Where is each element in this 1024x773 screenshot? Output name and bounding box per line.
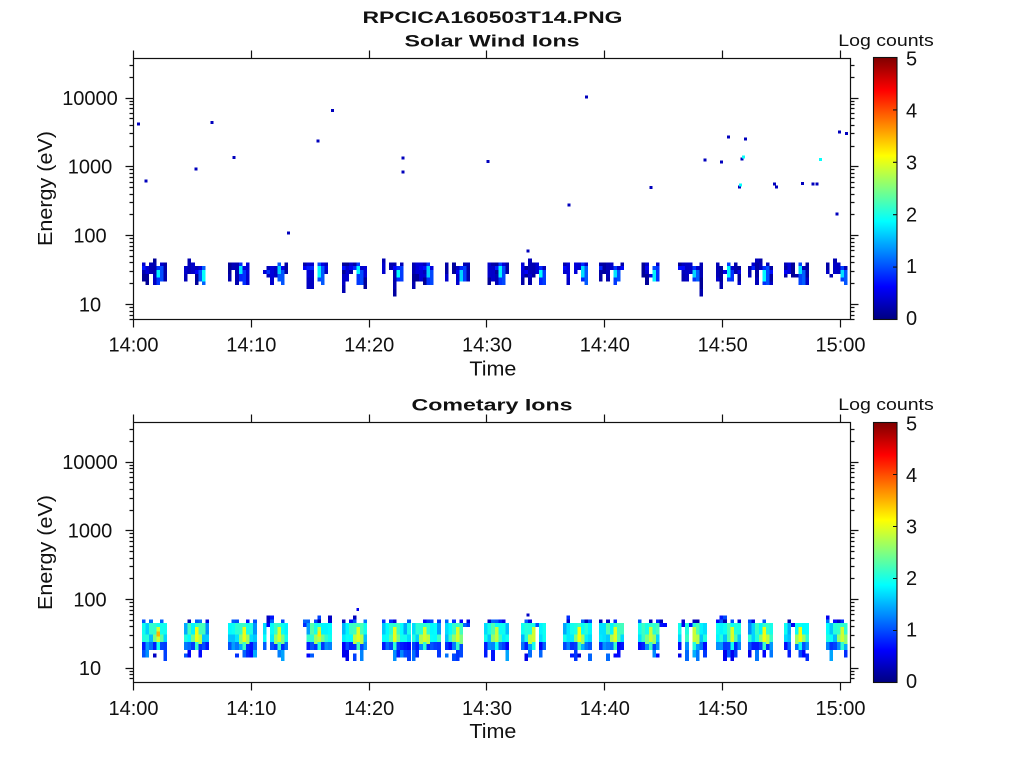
svg-text:Cometary Ions: Cometary Ions xyxy=(412,396,573,415)
svg-text:5: 5 xyxy=(906,49,917,71)
svg-text:2: 2 xyxy=(906,204,917,226)
svg-text:14:10: 14:10 xyxy=(226,698,276,720)
svg-text:Time: Time xyxy=(469,721,516,743)
svg-text:14:50: 14:50 xyxy=(698,335,748,357)
svg-text:10000: 10000 xyxy=(62,452,118,474)
svg-text:1000: 1000 xyxy=(68,521,113,543)
svg-text:14:00: 14:00 xyxy=(108,698,158,720)
svg-text:0: 0 xyxy=(906,308,917,330)
svg-text:1: 1 xyxy=(906,256,917,278)
svg-text:4: 4 xyxy=(906,465,917,487)
svg-text:5: 5 xyxy=(906,414,917,436)
svg-text:1000: 1000 xyxy=(68,157,113,179)
svg-text:Energy (eV): Energy (eV) xyxy=(35,495,57,610)
svg-text:15:00: 15:00 xyxy=(815,335,865,357)
svg-text:14:40: 14:40 xyxy=(580,698,630,720)
svg-text:15:00: 15:00 xyxy=(815,698,865,720)
svg-text:14:30: 14:30 xyxy=(462,698,512,720)
svg-text:10: 10 xyxy=(79,658,101,680)
svg-text:RPCICA160503T14.PNG: RPCICA160503T14.PNG xyxy=(363,8,623,27)
svg-text:14:00: 14:00 xyxy=(108,335,158,357)
svg-text:Log counts: Log counts xyxy=(838,31,934,50)
svg-text:4: 4 xyxy=(906,101,917,123)
svg-text:3: 3 xyxy=(906,153,917,175)
svg-text:Time: Time xyxy=(469,358,516,380)
svg-text:10: 10 xyxy=(79,294,101,316)
svg-text:Energy (eV): Energy (eV) xyxy=(35,131,57,246)
svg-text:2: 2 xyxy=(906,568,917,590)
svg-text:14:20: 14:20 xyxy=(344,698,394,720)
svg-text:Log counts: Log counts xyxy=(838,395,934,414)
svg-text:Solar Wind Ions: Solar Wind Ions xyxy=(405,32,580,51)
svg-text:14:50: 14:50 xyxy=(698,698,748,720)
svg-text:14:20: 14:20 xyxy=(344,335,394,357)
svg-text:14:10: 14:10 xyxy=(226,335,276,357)
svg-text:100: 100 xyxy=(73,589,106,611)
svg-text:3: 3 xyxy=(906,517,917,539)
svg-text:14:40: 14:40 xyxy=(580,335,630,357)
svg-text:0: 0 xyxy=(906,671,917,693)
svg-text:10000: 10000 xyxy=(62,88,118,110)
svg-text:1: 1 xyxy=(906,620,917,642)
svg-text:100: 100 xyxy=(73,226,106,248)
svg-text:14:30: 14:30 xyxy=(462,335,512,357)
